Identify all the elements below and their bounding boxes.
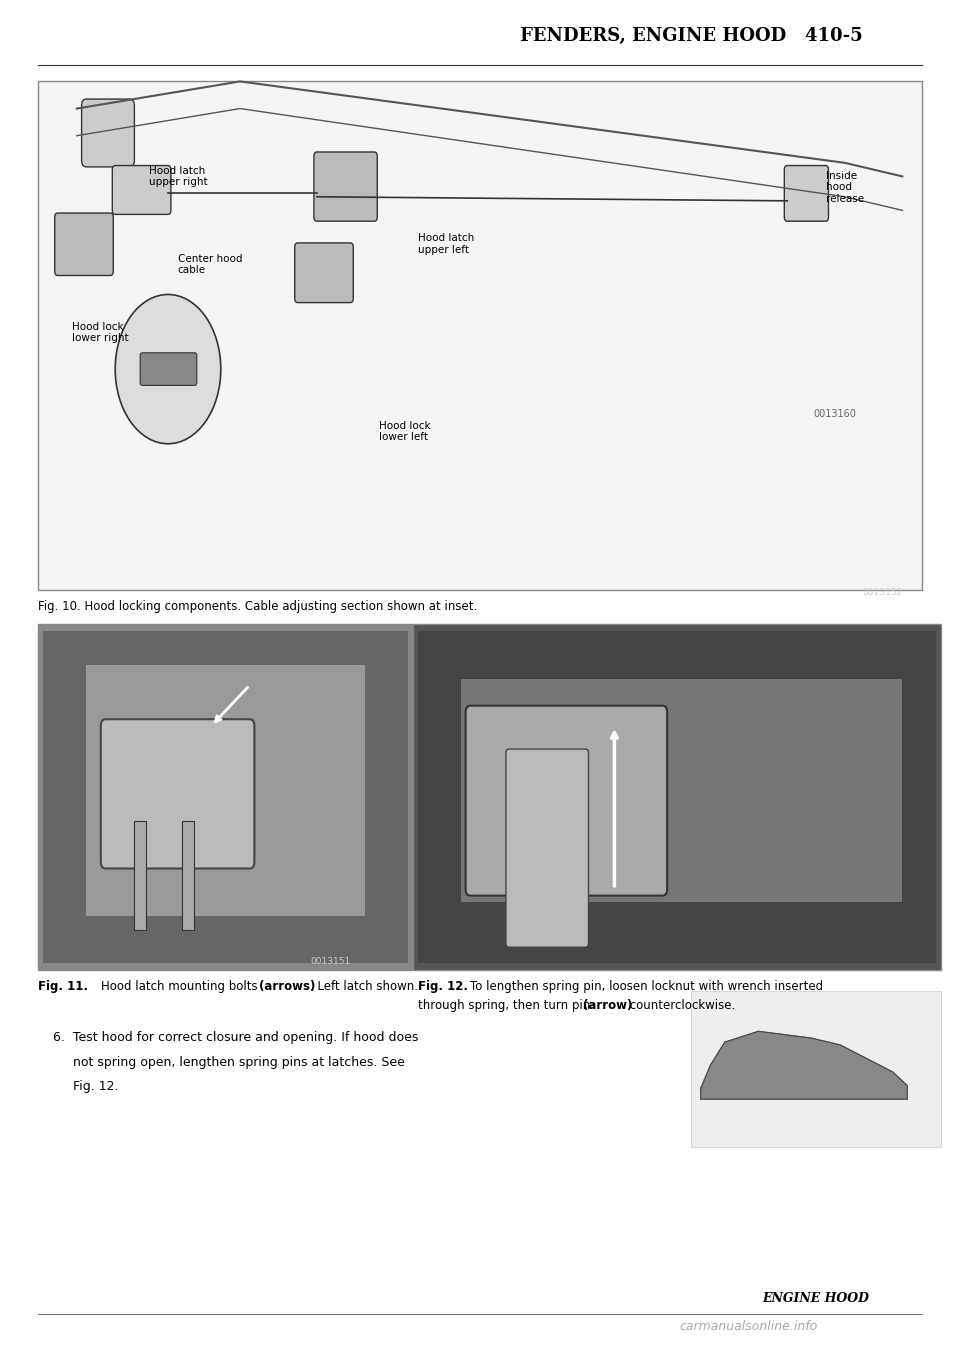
FancyBboxPatch shape [82,99,134,167]
Polygon shape [701,1031,907,1099]
Text: Fig. 12.: Fig. 12. [418,980,468,993]
Text: Hood lock
lower right: Hood lock lower right [72,322,129,343]
Bar [38,624,413,970]
FancyBboxPatch shape [140,353,197,385]
Bar [691,991,941,1147]
Text: . Left latch shown.: . Left latch shown. [310,980,419,993]
Text: Fig. 10. Hood locking components. Cable adjusting section shown at inset.: Fig. 10. Hood locking components. Cable … [38,600,478,613]
Bar [43,631,408,963]
Bar [182,821,194,930]
Text: ENGINE HOOD: ENGINE HOOD [762,1292,870,1305]
Text: 0013160: 0013160 [814,408,856,419]
Text: not spring open, lengthen spring pins at latches. See: not spring open, lengthen spring pins at… [53,1056,405,1069]
FancyBboxPatch shape [314,152,377,221]
Text: FENDERS, ENGINE HOOD   410-5: FENDERS, ENGINE HOOD 410-5 [519,27,863,45]
Text: Center hood
cable: Center hood cable [178,254,242,275]
Bar [413,624,941,970]
Text: 0013151: 0013151 [310,957,350,966]
Bar [86,665,365,916]
Text: Fig. 11.: Fig. 11. [38,980,88,993]
FancyBboxPatch shape [784,166,828,221]
Text: Inside
hood
release: Inside hood release [826,171,864,204]
FancyBboxPatch shape [466,706,667,896]
FancyBboxPatch shape [101,719,254,868]
Text: Hood latch mounting bolts: Hood latch mounting bolts [101,980,261,993]
Text: counterclockwise.: counterclockwise. [626,999,735,1012]
Bar [461,678,902,902]
FancyBboxPatch shape [506,749,588,947]
Text: (arrows): (arrows) [259,980,316,993]
Text: Fig. 12.: Fig. 12. [53,1080,118,1094]
Text: through spring, then turn pin: through spring, then turn pin [418,999,593,1012]
Text: Hood latch
upper right: Hood latch upper right [149,166,207,187]
Bar [418,631,936,963]
Text: 0013152: 0013152 [862,588,902,597]
Text: Hood lock
lower left: Hood lock lower left [379,421,431,442]
Text: Hood latch
upper left: Hood latch upper left [418,233,474,255]
Text: To lengthen spring pin, loosen locknut with wrench inserted: To lengthen spring pin, loosen locknut w… [470,980,824,993]
Text: carmanualsonline.info: carmanualsonline.info [680,1319,818,1333]
Text: 6.  Test hood for correct closure and opening. If hood does: 6. Test hood for correct closure and ope… [53,1031,419,1045]
Text: (arrow): (arrow) [583,999,632,1012]
Circle shape [115,294,221,444]
Bar [38,81,922,590]
FancyBboxPatch shape [112,166,171,214]
Bar [134,821,146,930]
FancyBboxPatch shape [295,243,353,303]
FancyBboxPatch shape [55,213,113,275]
